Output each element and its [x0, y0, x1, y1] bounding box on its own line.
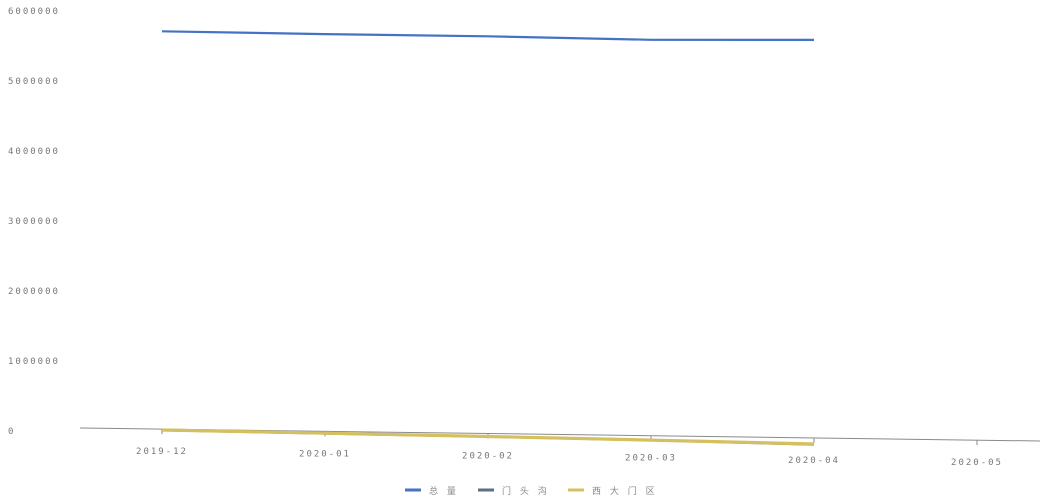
series-line	[161, 428, 815, 446]
y-tick-label: 4000000	[8, 147, 60, 157]
legend[interactable]: 总 量门 头 沟西 大 门 区	[405, 485, 658, 497]
series-lines	[161, 30, 815, 446]
x-tick-label: 2020-02	[462, 452, 514, 462]
legend-item[interactable]: 总 量	[405, 485, 459, 497]
x-tick-label: 2019-12	[136, 447, 188, 457]
legend-item[interactable]: 门 头 沟	[478, 485, 550, 497]
x-tick-label: 2020-03	[625, 454, 677, 464]
legend-label: 门 头 沟	[502, 485, 550, 497]
x-tick-label: 2020-05	[951, 458, 1003, 468]
series-line	[161, 30, 815, 42]
legend-label: 西 大 门 区	[592, 485, 658, 497]
y-axis-labels: 0 1000000 2000000 3000000 4000000 5000000 6000…	[8, 7, 60, 437]
x-tick-label: 2020-01	[299, 449, 351, 459]
y-tick-label: 3000000	[8, 217, 60, 227]
legend-label: 总 量	[429, 485, 459, 497]
y-tick-label: 2000000	[8, 287, 60, 297]
y-tick-label: 0	[8, 427, 15, 437]
x-axis-labels: 2019-12 2020-01 2020-02 2020-03 2020-04 2020-…	[136, 447, 1003, 468]
y-tick-label: 6000000	[8, 7, 60, 17]
legend-item[interactable]: 西 大 门 区	[568, 485, 658, 497]
y-tick-label: 5000000	[8, 77, 60, 87]
x-tick-label: 2020-04	[788, 456, 840, 466]
y-tick-label: 1000000	[8, 357, 60, 367]
